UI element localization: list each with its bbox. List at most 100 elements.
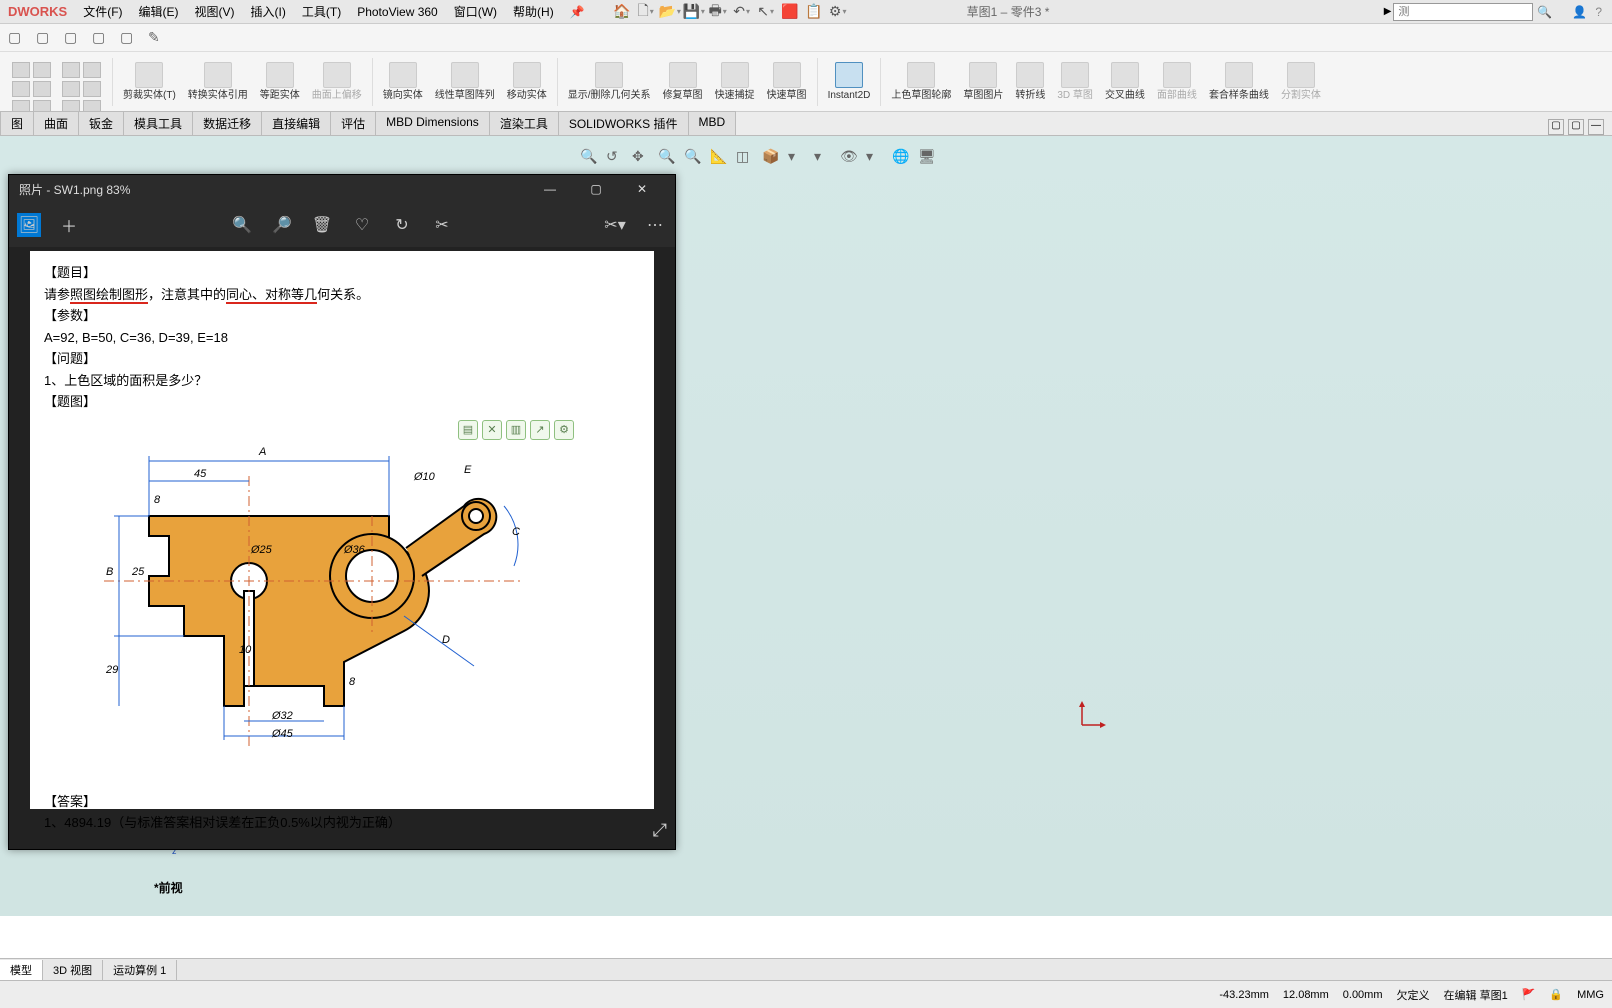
menu-pin-icon[interactable]: 📌 — [562, 5, 593, 19]
qat-icon-1[interactable]: ▢ — [8, 29, 26, 47]
ribbon-交叉曲线[interactable]: 交叉曲线 — [1099, 62, 1151, 101]
qat-icon-4[interactable]: ▢ — [92, 29, 110, 47]
ribbon-icon[interactable] — [969, 62, 997, 88]
menu-edit[interactable]: 编辑(E) — [131, 3, 187, 20]
zoom-in-icon[interactable]: 🔍 — [230, 213, 254, 237]
ribbon-icon[interactable] — [835, 62, 863, 88]
rebuild-icon[interactable]: 🟥 — [781, 3, 799, 21]
tab-expand-icon[interactable]: ▢ — [1548, 119, 1564, 135]
appearance-icon[interactable]: ▾ — [788, 148, 808, 168]
ellipse-tool-icon[interactable] — [62, 81, 80, 97]
monitor-icon[interactable]: 🖥 — [918, 148, 938, 168]
tab-SOLIDWORKS 插件[interactable]: SOLIDWORKS 插件 — [558, 111, 689, 135]
tab-数据迁移[interactable]: 数据迁移 — [192, 111, 262, 135]
ribbon-icon[interactable] — [721, 62, 749, 88]
status-flag-icon[interactable]: 🚩 — [1522, 988, 1536, 1001]
options-icon[interactable]: 📋 — [805, 3, 823, 21]
close-icon[interactable]: ✕ — [619, 175, 665, 203]
open-icon[interactable]: 📂 — [661, 3, 679, 21]
tab-图[interactable]: 图 — [0, 111, 34, 135]
tab-直接编辑[interactable]: 直接编辑 — [261, 111, 331, 135]
ribbon-移动实体[interactable]: 移动实体 — [501, 62, 553, 101]
slot-tool-icon[interactable] — [62, 62, 80, 78]
status-lock-icon[interactable]: 🔒 — [1549, 988, 1563, 1001]
ribbon-icon[interactable] — [1061, 62, 1089, 88]
ribbon-快速捕捉[interactable]: 快速捕捉 — [709, 62, 761, 101]
ribbon-转换实体引用[interactable]: 转换实体引用 — [182, 62, 254, 101]
delete-icon[interactable]: 🗑 — [310, 213, 334, 237]
ribbon-icon[interactable] — [1163, 62, 1191, 88]
menu-window[interactable]: 窗口(W) — [446, 3, 505, 20]
ribbon-快速草图[interactable]: 快速草图 — [761, 62, 813, 101]
tab-模具工具[interactable]: 模具工具 — [123, 111, 193, 135]
mini-icon-3[interactable]: ▥ — [506, 420, 526, 440]
rotate-icon[interactable]: ↻ — [390, 213, 414, 237]
btab-model[interactable]: 模型 — [0, 960, 43, 980]
ribbon-icon[interactable] — [907, 62, 935, 88]
ribbon-线性草图阵列[interactable]: 线性草图阵列 — [429, 62, 501, 101]
favorite-icon[interactable]: ♡ — [350, 213, 374, 237]
ribbon-icon[interactable] — [389, 62, 417, 88]
render-icon[interactable]: ▾ — [866, 148, 886, 168]
zoom-area-icon[interactable]: ↺ — [606, 148, 626, 168]
ribbon-等距实体[interactable]: 等距实体 — [254, 62, 306, 101]
ribbon-icon[interactable] — [1287, 62, 1315, 88]
ribbon-修复草图[interactable]: 修复草图 — [657, 62, 709, 101]
gallery-icon[interactable]: 🖼 — [17, 213, 41, 237]
more-icon[interactable]: ⋯ — [643, 213, 667, 237]
ribbon-icon[interactable] — [135, 62, 163, 88]
mini-icon-4[interactable]: ↗ — [530, 420, 550, 440]
ribbon-剪裁实体(T)[interactable]: 剪裁实体(T) — [117, 62, 182, 101]
ribbon-曲面上偏移[interactable]: 曲面上偏移 — [306, 62, 368, 101]
menu-view[interactable]: 视图(V) — [187, 3, 243, 20]
pan-icon[interactable]: ✥ — [632, 148, 652, 168]
tab-MBD Dimensions[interactable]: MBD Dimensions — [375, 111, 490, 135]
edit-icon[interactable]: ✂▾ — [603, 213, 627, 237]
print-icon[interactable]: 🖶 — [709, 3, 727, 21]
ribbon-icon[interactable] — [669, 62, 697, 88]
globe-icon[interactable]: 🌐 — [892, 148, 912, 168]
save-icon[interactable]: 💾 — [685, 3, 703, 21]
view-orient-icon[interactable]: 📐 — [710, 148, 730, 168]
ribbon-icon[interactable] — [595, 62, 623, 88]
scene-icon[interactable]: ▾ — [814, 148, 834, 168]
maximize-icon[interactable]: ▢ — [573, 175, 619, 203]
help-icon[interactable]: ? — [1595, 5, 1602, 19]
ribbon-上色草图轮廓[interactable]: 上色草图轮廓 — [885, 62, 957, 101]
expand-icon[interactable]: ⤢ — [653, 820, 667, 841]
ribbon-分割实体[interactable]: 分割实体 — [1275, 62, 1327, 101]
user-icon[interactable]: 👤 — [1572, 5, 1587, 19]
photo-viewer-titlebar[interactable]: 照片 - SW1.png 83% — ▢ ✕ — [9, 175, 675, 203]
ribbon-镜向实体[interactable]: 镜向实体 — [377, 62, 429, 101]
ribbon-3D 草图[interactable]: 3D 草图 — [1051, 62, 1099, 101]
tab-min-icon[interactable]: — — [1588, 119, 1604, 135]
menu-insert[interactable]: 插入(I) — [243, 3, 294, 20]
section-icon[interactable]: 🔍 — [684, 148, 704, 168]
select-icon[interactable]: ↖ — [757, 3, 775, 21]
tab-评估[interactable]: 评估 — [330, 111, 376, 135]
btab-motion[interactable]: 运动算例 1 — [103, 960, 177, 980]
zoom-fit-icon[interactable]: 🔍 — [580, 148, 600, 168]
home-icon[interactable]: 🏠 — [613, 3, 631, 21]
minimize-icon[interactable]: — — [527, 175, 573, 203]
undo-icon[interactable]: ↶ — [733, 3, 751, 21]
ribbon-转折线[interactable]: 转折线 — [1009, 62, 1051, 101]
ribbon-草图图片[interactable]: 草图图片 — [957, 62, 1009, 101]
ribbon-icon[interactable] — [323, 62, 351, 88]
ribbon-icon[interactable] — [513, 62, 541, 88]
mini-icon-1[interactable]: ▤ — [458, 420, 478, 440]
view-settings-icon[interactable]: 👁 — [840, 148, 860, 168]
ribbon-套合样条曲线[interactable]: 套合样条曲线 — [1203, 62, 1275, 101]
gear-icon[interactable]: ⚙ — [829, 3, 847, 21]
crop-icon[interactable]: ✂ — [430, 213, 454, 237]
ribbon-icon[interactable] — [773, 62, 801, 88]
new-icon[interactable]: 🗋 — [637, 3, 655, 21]
add-icon[interactable]: ＋ — [57, 213, 81, 237]
ribbon-Instant2D[interactable]: Instant2D — [822, 62, 877, 101]
ribbon-显示/删除几何关系[interactable]: 显示/删除几何关系 — [562, 62, 657, 101]
menu-photoview[interactable]: PhotoView 360 — [349, 5, 446, 19]
btab-3dview[interactable]: 3D 视图 — [43, 960, 103, 980]
line-tool-icon[interactable] — [12, 62, 30, 78]
mini-icon-2[interactable]: ✕ — [482, 420, 502, 440]
menu-file[interactable]: 文件(F) — [75, 3, 130, 20]
